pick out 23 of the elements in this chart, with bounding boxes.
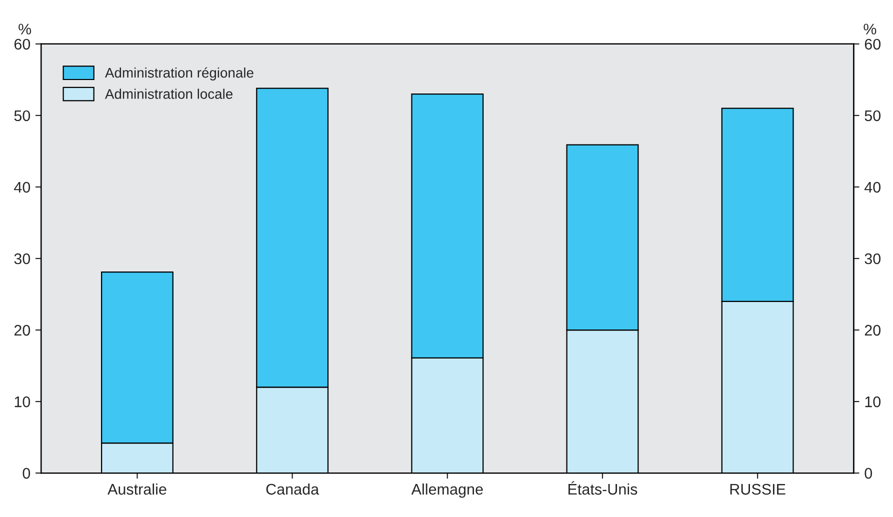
- y-tick-label: 30: [14, 253, 30, 264]
- y2-tick-label: 10: [865, 396, 881, 408]
- y2-tick-label: 20: [864, 324, 881, 336]
- y-tick-label: 0: [22, 468, 30, 479]
- x-tick-label: RUSSIE: [730, 484, 786, 495]
- y2-tick-label: 40: [864, 182, 881, 193]
- y-tick-label: 50: [14, 110, 30, 122]
- y2-axis-title: %: [864, 24, 876, 34]
- y-tick-label: 60: [14, 38, 30, 50]
- legend-label: Administration régionale: [104, 67, 254, 80]
- y2-tick-label: 30: [864, 253, 881, 264]
- y-tick-label: 40: [14, 182, 30, 193]
- y2-tick-label: 0: [864, 468, 872, 479]
- legend-label: Administration locale: [104, 88, 232, 99]
- x-tick-label: États-Unis: [568, 481, 638, 495]
- y-tick-label: 20: [14, 324, 30, 336]
- x-tick-label: Australie: [108, 483, 166, 495]
- y-tick-label: 10: [14, 396, 30, 408]
- x-tick-label: Allemagne: [411, 483, 483, 498]
- y2-tick-label: 50: [864, 110, 881, 122]
- y-axis-title: %: [18, 24, 32, 34]
- x-tick-label: Canada: [266, 483, 320, 495]
- y2-tick-label: 60: [864, 38, 881, 50]
